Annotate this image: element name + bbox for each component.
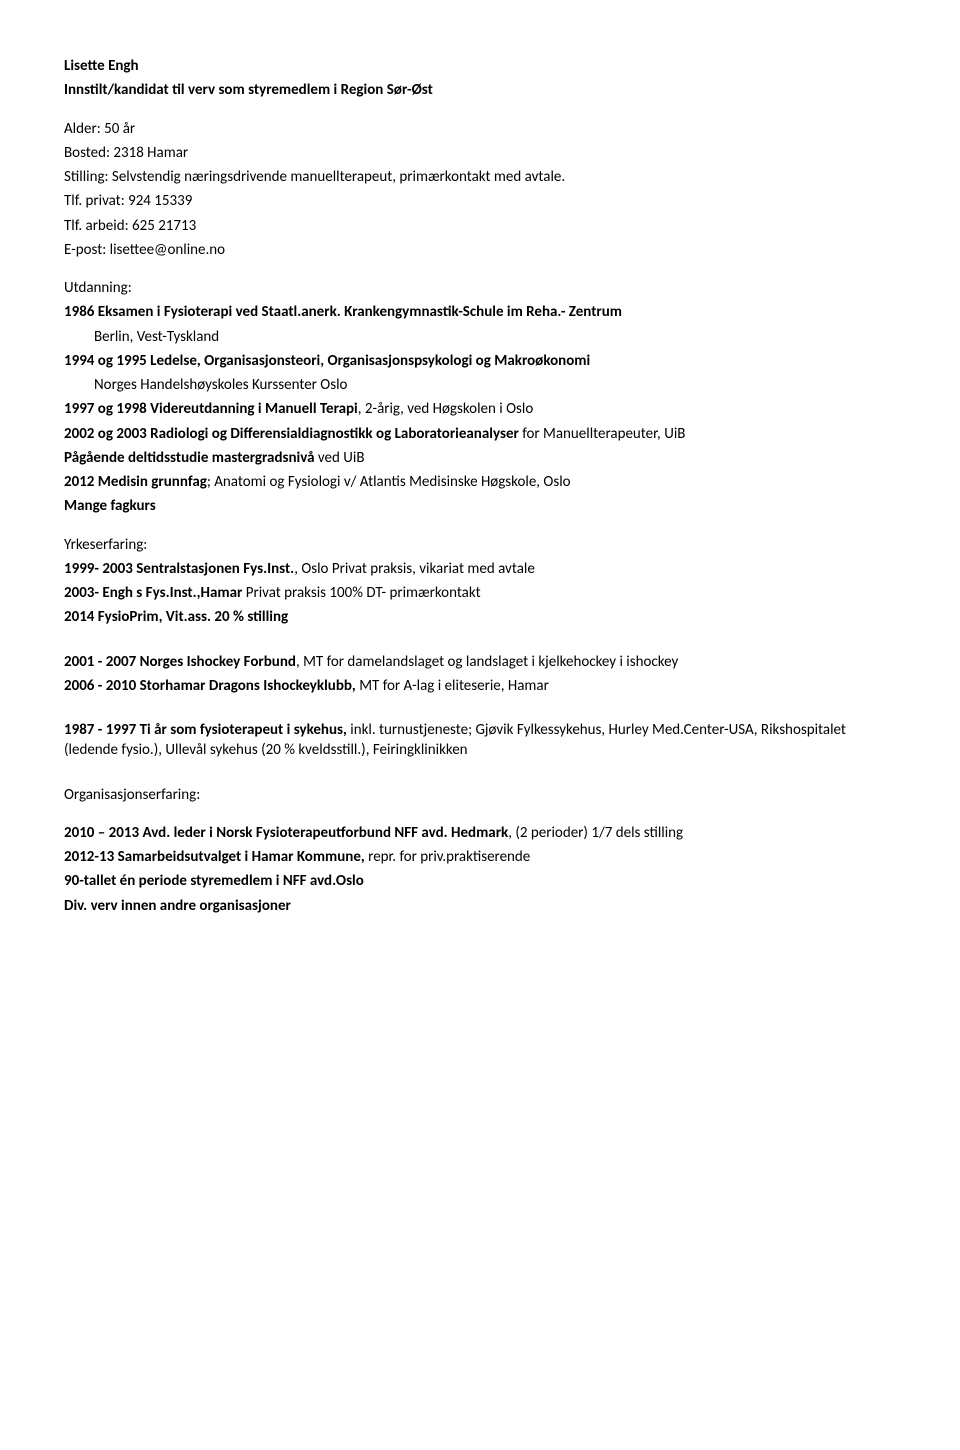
edu-item-rest: ; Anatomi og Fysiologi v/ Atlantis Medis… <box>207 473 571 491</box>
edu-item: Pågående deltidsstudie mastergradsnivå v… <box>64 448 896 468</box>
work-item: 2003- Engh s Fys.Inst.,Hamar Privat prak… <box>64 583 896 603</box>
work-heading: Yrkeserfaring: <box>64 535 896 555</box>
org-item-bold: 2012-13 Samarbeidsutvalget i Hamar Kommu… <box>64 848 365 866</box>
edu-item-rest: , 2-årig, ved Høgskolen i Oslo <box>358 400 534 418</box>
work-item: 1987 - 1997 Ti år som fysioterapeut i sy… <box>64 720 896 761</box>
work-item-bold: 2006 - 2010 Storhamar Dragons Ishockeykl… <box>64 677 356 695</box>
org-item: Div. verv innen andre organisasjoner <box>64 896 896 916</box>
work-item-bold: 1987 - 1997 Ti år som fysioterapeut i sy… <box>64 721 347 739</box>
person-name: Lisette Engh <box>64 56 896 76</box>
edu-item-rest: ved UiB <box>315 449 365 467</box>
residence-line: Bosted: 2318 Hamar <box>64 143 896 163</box>
edu-item: 2012 Medisin grunnfag; Anatomi og Fysiol… <box>64 472 896 492</box>
edu-item: 1994 og 1995 Ledelse, Organisasjonsteori… <box>64 351 896 371</box>
edu-item-bold: 1994 og 1995 Ledelse, Organisasjonsteori… <box>64 352 590 370</box>
work-item-rest: MT for A-lag i eliteserie, Hamar <box>356 677 549 695</box>
work-item: 2014 FysioPrim, Vit.ass. 20 % stilling <box>64 607 896 627</box>
education-heading: Utdanning: <box>64 278 896 298</box>
work-item: 1999- 2003 Sentralstasjonen Fys.Inst., O… <box>64 559 896 579</box>
edu-item-sub: Berlin, Vest-Tyskland <box>64 327 896 347</box>
candidacy: Innstilt/kandidat til verv som styremedl… <box>64 80 896 100</box>
org-item-bold: Div. verv innen andre organisasjoner <box>64 897 291 915</box>
work-item-rest: Privat praksis 100% DT- primærkontakt <box>242 584 480 602</box>
edu-item-bold: 2012 Medisin grunnfag <box>64 473 207 491</box>
email-line: E-post: lisettee@online.no <box>64 240 896 260</box>
edu-item-sub: Norges Handelshøyskoles Kurssenter Oslo <box>64 375 896 395</box>
position-line: Stilling: Selvstendig næringsdrivende ma… <box>64 167 896 187</box>
org-item: 2010 – 2013 Avd. leder i Norsk Fysiotera… <box>64 823 896 843</box>
edu-item-bold: 2002 og 2003 Radiologi og Differensialdi… <box>64 425 519 443</box>
org-item: 90-tallet én periode styremedlem i NFF a… <box>64 871 896 891</box>
phone-work-line: Tlf. arbeid: 625 21713 <box>64 216 896 236</box>
org-item-rest: repr. for priv.praktiserende <box>365 848 530 866</box>
work-item-rest: , MT for damelandslaget og landslaget i … <box>296 653 678 671</box>
work-item-bold: 1999- 2003 Sentralstasjonen Fys.Inst. <box>64 560 294 578</box>
work-item-bold: 2003- Engh s Fys.Inst.,Hamar <box>64 584 242 602</box>
edu-item: 2002 og 2003 Radiologi og Differensialdi… <box>64 424 896 444</box>
work-item: 2001 - 2007 Norges Ishockey Forbund, MT … <box>64 652 896 672</box>
edu-item-rest: for Manuellterapeuter, UiB <box>519 425 686 443</box>
org-heading: Organisasjonserfaring: <box>64 785 896 805</box>
work-item: 2006 - 2010 Storhamar Dragons Ishockeykl… <box>64 676 896 696</box>
edu-item-bold: 1986 Eksamen i Fysioterapi ved Staatl.an… <box>64 303 622 321</box>
phone-private-line: Tlf. privat: 924 15339 <box>64 191 896 211</box>
org-item-rest: , (2 perioder) 1/7 dels stilling <box>508 824 683 842</box>
work-item-bold: 2001 - 2007 Norges Ishockey Forbund <box>64 653 296 671</box>
org-item: 2012-13 Samarbeidsutvalget i Hamar Kommu… <box>64 847 896 867</box>
edu-item-bold: Pågående deltidsstudie mastergradsnivå <box>64 449 315 467</box>
edu-item-bold: 1997 og 1998 Videreutdanning i Manuell T… <box>64 400 358 418</box>
org-item-bold: 90-tallet én periode styremedlem i NFF a… <box>64 872 364 890</box>
edu-item: 1986 Eksamen i Fysioterapi ved Staatl.an… <box>64 302 896 322</box>
edu-item: Mange fagkurs <box>64 496 896 516</box>
work-item-bold: 2014 FysioPrim, Vit.ass. 20 % stilling <box>64 608 288 626</box>
age-line: Alder: 50 år <box>64 119 896 139</box>
edu-item-bold: Mange fagkurs <box>64 497 156 515</box>
work-item-rest: , Oslo Privat praksis, vikariat med avta… <box>294 560 535 578</box>
org-item-bold: 2010 – 2013 Avd. leder i Norsk Fysiotera… <box>64 824 508 842</box>
edu-item: 1997 og 1998 Videreutdanning i Manuell T… <box>64 399 896 419</box>
